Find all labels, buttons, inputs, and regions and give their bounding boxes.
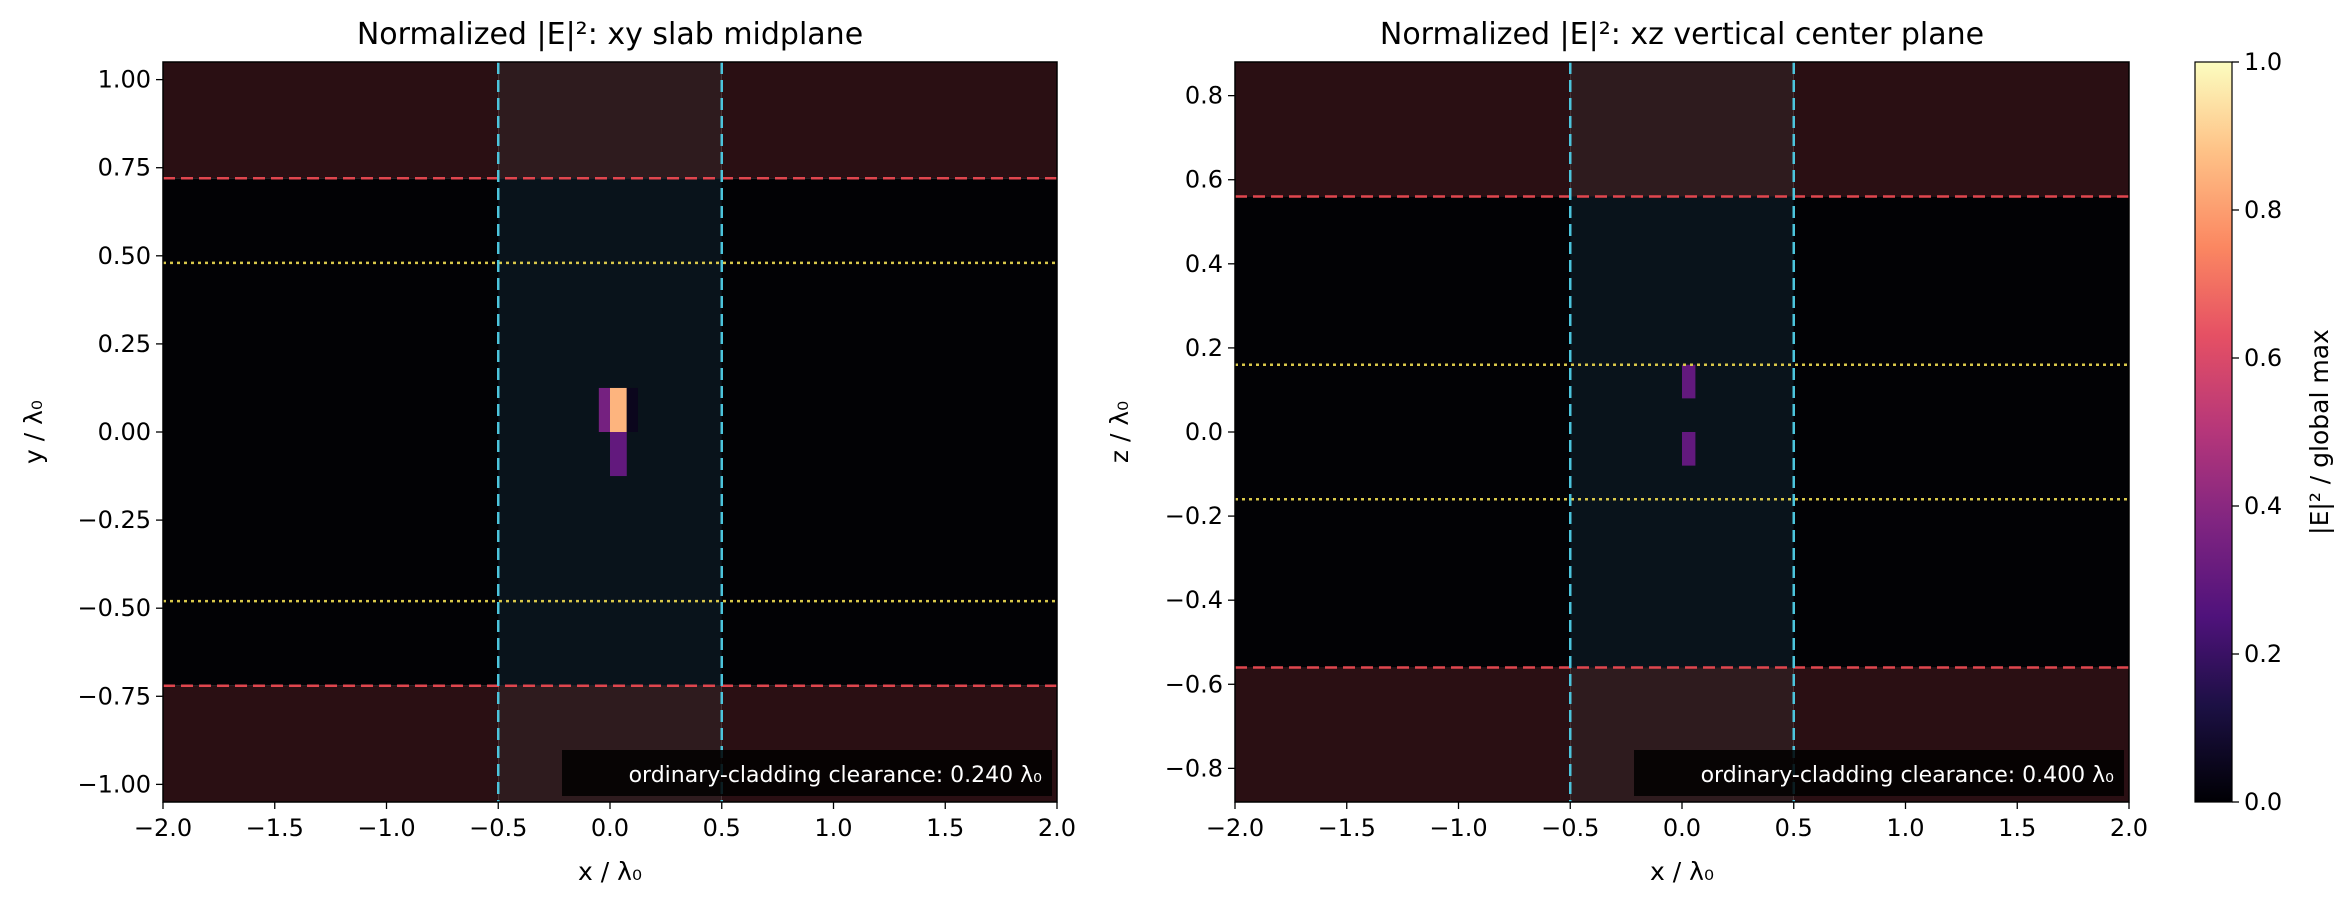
x-tick-label: −1.5 [1318,814,1376,842]
field-hotspot-cell [598,387,610,432]
field-hotspot-cell [610,432,627,477]
heatmap-panel-xy: Normalized |E|²: xy slab midplane −2.0 −1… [19,17,1076,886]
x-tick-label: −0.5 [1541,814,1599,842]
colorbar-tick-label: 0.4 [2244,492,2282,520]
y-tick-label: 0.8 [1185,82,1223,110]
y-tick-label: −0.6 [1165,670,1223,698]
x-tick-label: 1.0 [1886,814,1924,842]
colorbar-tick-label: 1.0 [2244,48,2282,76]
y-tick-label: 0.4 [1185,250,1223,278]
x-tick-label: 0.5 [1775,814,1813,842]
colorbar-tick-label: 0.6 [2244,344,2282,372]
x-axis-label: x / λ₀ [1650,857,1714,886]
field-hotspot-cell [1682,432,1696,466]
colorbar-ticks: 0.0 0.2 0.4 0.6 0.8 1.0 [2232,48,2282,816]
field-hotspot-cell [1682,364,1696,399]
y-axis-label: z / λ₀ [1105,401,1134,463]
field-region [1793,62,2129,197]
annotation-box [1634,750,2124,796]
clearance-annotation: ordinary-cladding clearance: 0.240 λ₀ [629,763,1043,788]
field-region [163,62,499,179]
y-tick-label: −0.50 [77,594,151,622]
chart-title: Normalized |E|²: xy slab midplane [357,17,863,52]
y-tick-label: 0.2 [1185,334,1223,362]
field-region [163,685,499,802]
field-hotspot-cell [610,387,627,432]
y-axis-ticks: −0.8 −0.6 −0.4 −0.2 0.0 0.2 0.4 0.6 0.8 [1165,82,1235,782]
colorbar-gradient [2194,61,2233,803]
y-tick-label: −0.25 [77,506,151,534]
x-tick-label: −1.0 [1429,814,1487,842]
clearance-annotation: ordinary-cladding clearance: 0.400 λ₀ [1701,763,2115,788]
y-tick-label: 0.75 [98,154,151,182]
colorbar-tick-label: 0.0 [2244,788,2282,816]
y-tick-label: 0.25 [98,330,151,358]
colorbar-tick-label: 0.8 [2244,196,2282,224]
field-region [498,62,722,179]
x-tick-label: 0.5 [703,814,741,842]
y-tick-label: 0.50 [98,242,151,270]
x-tick-label: −1.5 [246,814,304,842]
field-region [1570,62,1794,197]
chart-title: Normalized |E|²: xz vertical center plan… [1380,17,1984,52]
x-tick-label: −1.0 [357,814,415,842]
x-axis-ticks: −2.0 −1.5 −1.0 −0.5 0.0 0.5 1.0 1.5 2.0 [134,802,1076,842]
y-tick-label: −0.75 [77,682,151,710]
y-tick-label: 0.00 [98,418,151,446]
x-tick-label: 1.0 [814,814,852,842]
x-tick-label: 2.0 [1038,814,1076,842]
x-axis-ticks: −2.0 −1.5 −1.0 −0.5 0.0 0.5 1.0 1.5 2.0 [1206,802,2148,842]
y-tick-label: 0.6 [1185,166,1223,194]
annotation-box [562,750,1052,796]
plot-area [163,62,1057,802]
field-region [1235,62,1571,197]
y-axis-label: y / λ₀ [19,400,48,464]
y-tick-label: −1.00 [77,770,151,798]
x-axis-label: x / λ₀ [578,857,642,886]
x-tick-label: 0.0 [591,814,629,842]
y-tick-label: −0.8 [1165,754,1223,782]
field-region [721,62,1057,179]
colorbar-tick-label: 0.2 [2244,640,2282,668]
x-tick-label: −0.5 [469,814,527,842]
y-tick-label: −0.2 [1165,502,1223,530]
y-tick-label: 0.0 [1185,418,1223,446]
colorbar: 0.0 0.2 0.4 0.6 0.8 1.0 |E|² / global max [2194,48,2334,816]
plot-area [1235,62,2129,802]
y-tick-label: 1.00 [98,66,151,94]
y-tick-label: −0.4 [1165,586,1223,614]
x-tick-label: 0.0 [1663,814,1701,842]
x-tick-label: 2.0 [2110,814,2148,842]
x-tick-label: −2.0 [1206,814,1264,842]
y-axis-ticks: −1.00 −0.75 −0.50 −0.25 0.00 0.25 0.50 0.75 1.00 [77,66,163,798]
heatmap-panel-xz: Normalized |E|²: xz vertical center plan… [1105,17,2148,886]
colorbar-label: |E|² / global max [2305,329,2334,535]
field-hotspot-cell [626,387,638,432]
x-tick-label: 1.5 [1998,814,2036,842]
field-region [1235,667,1571,802]
x-tick-label: −2.0 [134,814,192,842]
x-tick-label: 1.5 [926,814,964,842]
